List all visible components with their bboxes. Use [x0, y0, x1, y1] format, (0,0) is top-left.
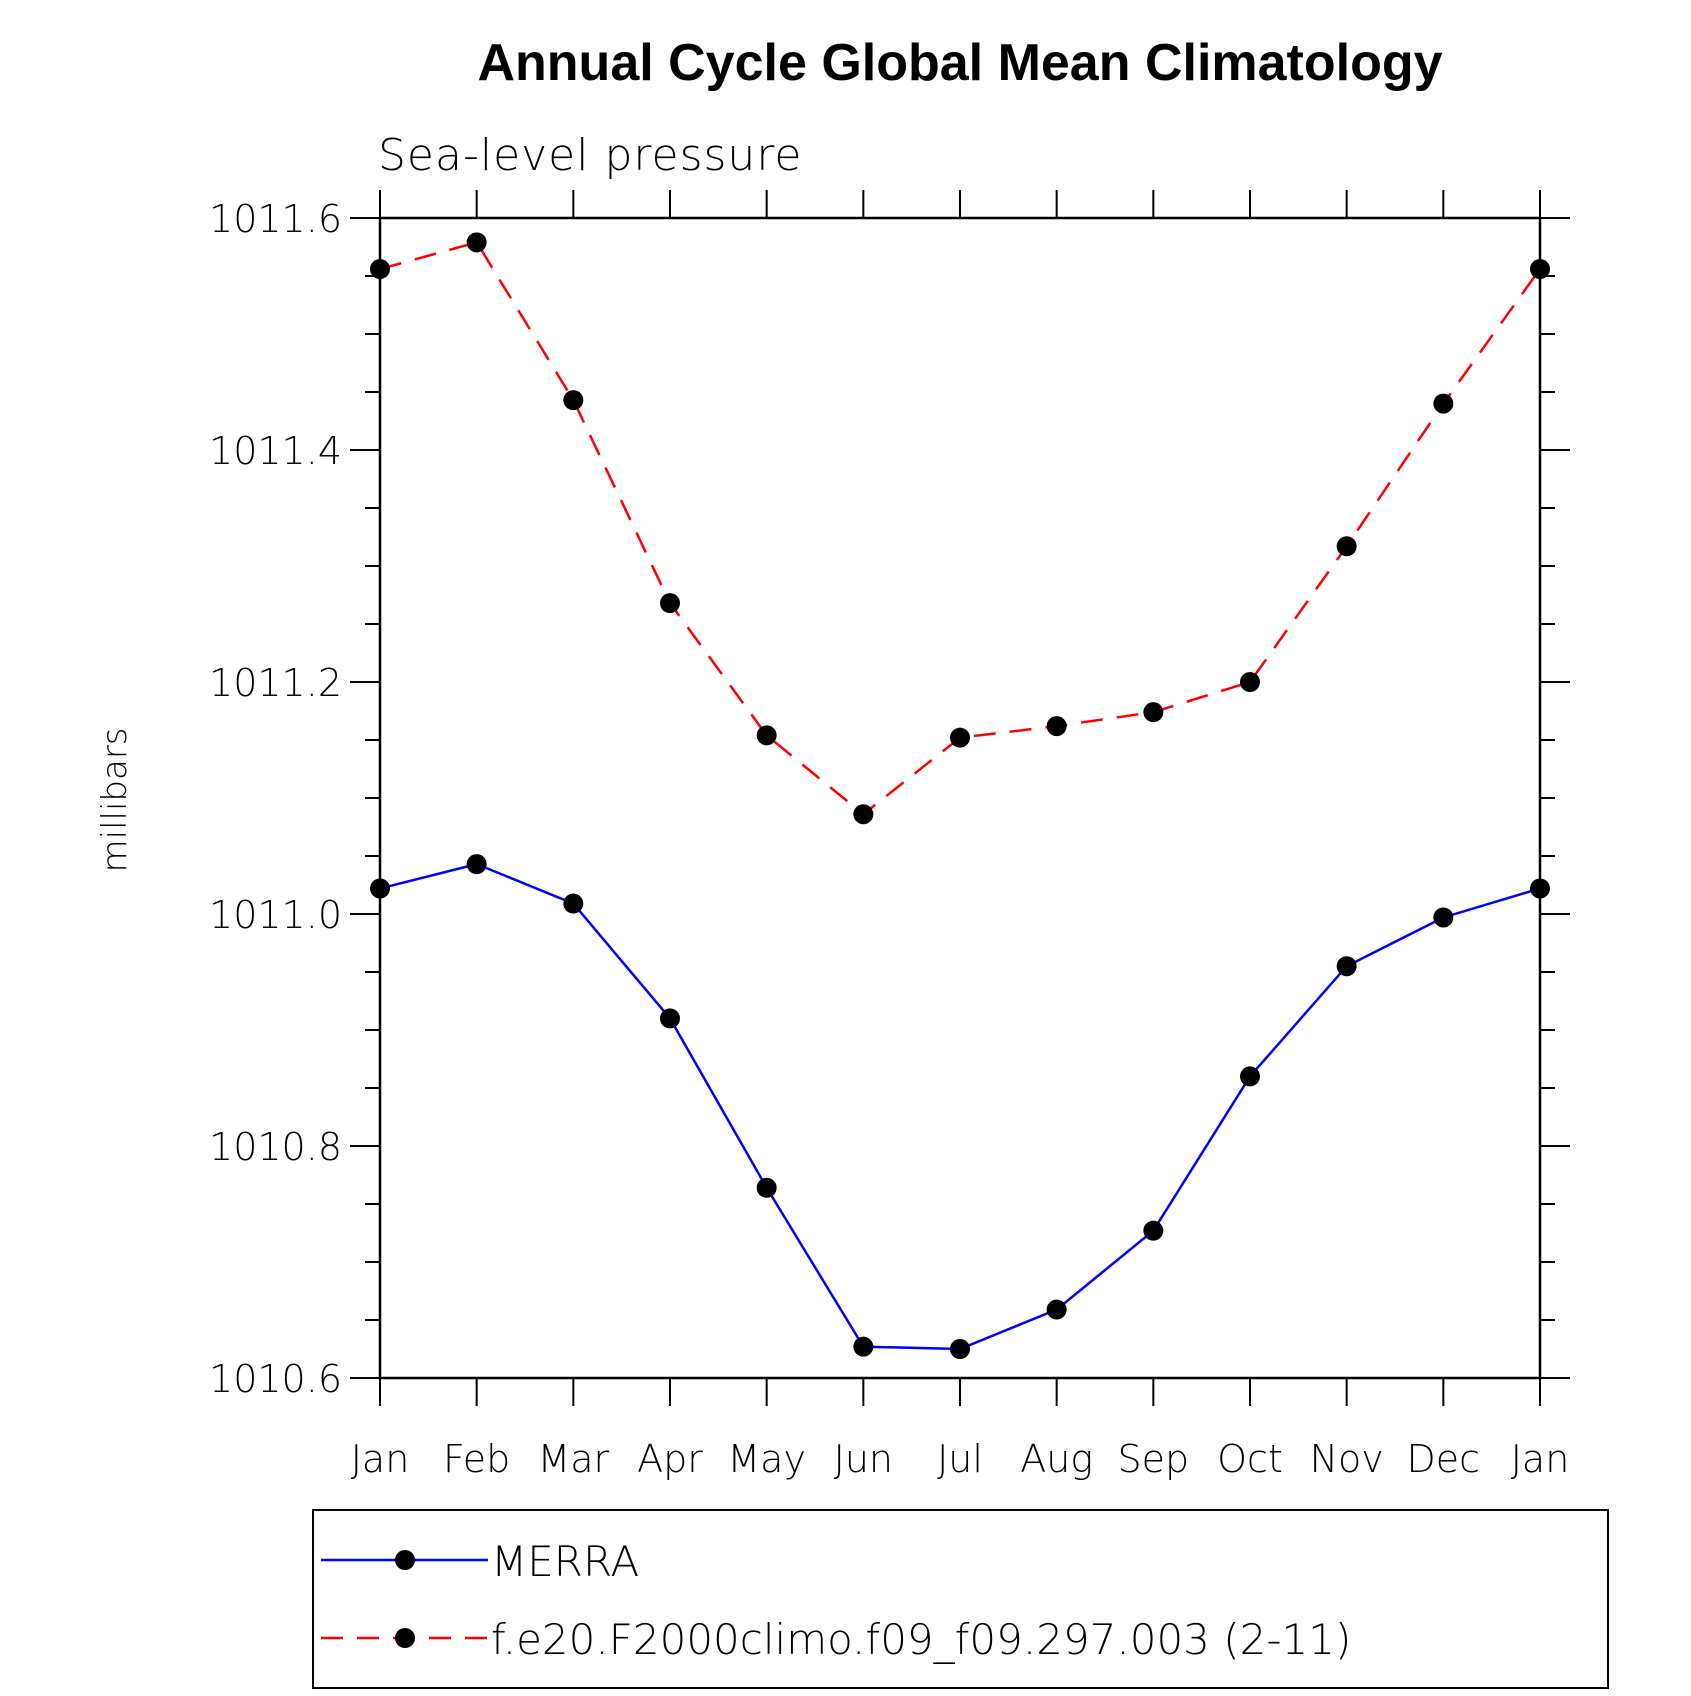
x-tick-label: Jan [351, 1437, 410, 1481]
data-point [950, 727, 970, 748]
data-point [660, 1008, 680, 1029]
data-point [466, 232, 487, 253]
legend-entry-label: f.e20.F2000climo.f09_f09.297.003 (2-11) [491, 1615, 1351, 1664]
x-tick-label: Nov [1310, 1437, 1384, 1481]
data-point [1530, 878, 1550, 899]
data-point [853, 1336, 874, 1357]
data-point [660, 593, 680, 614]
chart-subtitle: Sea-level pressure [378, 130, 803, 181]
data-point [950, 1339, 970, 1359]
y-tick-label: 1011.4 [209, 429, 342, 473]
data-point [1240, 672, 1260, 692]
x-tick-label: May [727, 1437, 806, 1481]
legend-marker [395, 1628, 415, 1648]
x-tick-label: Dec [1407, 1437, 1481, 1481]
y-axis-label: millibars [95, 727, 135, 872]
data-point [1046, 1299, 1067, 1320]
data-point [756, 725, 777, 746]
x-tick-label: Feb [443, 1437, 510, 1481]
data-point [1336, 956, 1357, 977]
data-point [370, 878, 390, 899]
x-tick-label: Aug [1020, 1437, 1093, 1481]
data-point [370, 259, 390, 280]
y-tick-label: 1011.0 [209, 893, 342, 937]
data-point [1143, 1220, 1164, 1241]
data-point [466, 854, 487, 875]
y-tick-label: 1010.8 [209, 1125, 342, 1169]
x-tick-label: Jan [1511, 1437, 1570, 1481]
chart-title: Annual Cycle Global Mean Climatology [477, 34, 1442, 92]
y-tick-label: 1010.6 [209, 1357, 342, 1401]
data-point [563, 893, 584, 914]
data-point [1433, 907, 1454, 928]
y-tick-label: 1011.6 [209, 197, 342, 241]
x-tick-label: Oct [1217, 1437, 1283, 1481]
data-point [756, 1177, 777, 1198]
x-tick-label: Apr [637, 1437, 703, 1481]
x-tick-label: Sep [1118, 1437, 1190, 1481]
x-tick-label: Jun [834, 1437, 893, 1481]
plot-area: 1010.6 1010.8 1011.0 1011.2 1011.4 1011.6 Jan F… [209, 190, 1570, 1481]
legend: MERRA f.e20.F2000climo.f09_f09.297.003 (2… [312, 1509, 1609, 1689]
data-point [1143, 702, 1164, 723]
data-point [1046, 716, 1067, 737]
data-point [1530, 259, 1550, 280]
series-line [379, 862, 1541, 1351]
data-point [853, 804, 874, 825]
legend-box [312, 1509, 1609, 1689]
x-tick-label: Jul [937, 1437, 983, 1481]
plot-frame [378, 216, 1542, 1380]
legend-entry-label: MERRA [491, 1537, 639, 1586]
x-tick-label: Mar [537, 1437, 609, 1481]
data-point [563, 390, 584, 411]
legend-marker [395, 1550, 415, 1570]
data-point [1240, 1066, 1260, 1087]
y-tick-label: 1011.2 [209, 661, 342, 705]
data-point [1336, 536, 1357, 557]
data-point [1433, 393, 1454, 414]
